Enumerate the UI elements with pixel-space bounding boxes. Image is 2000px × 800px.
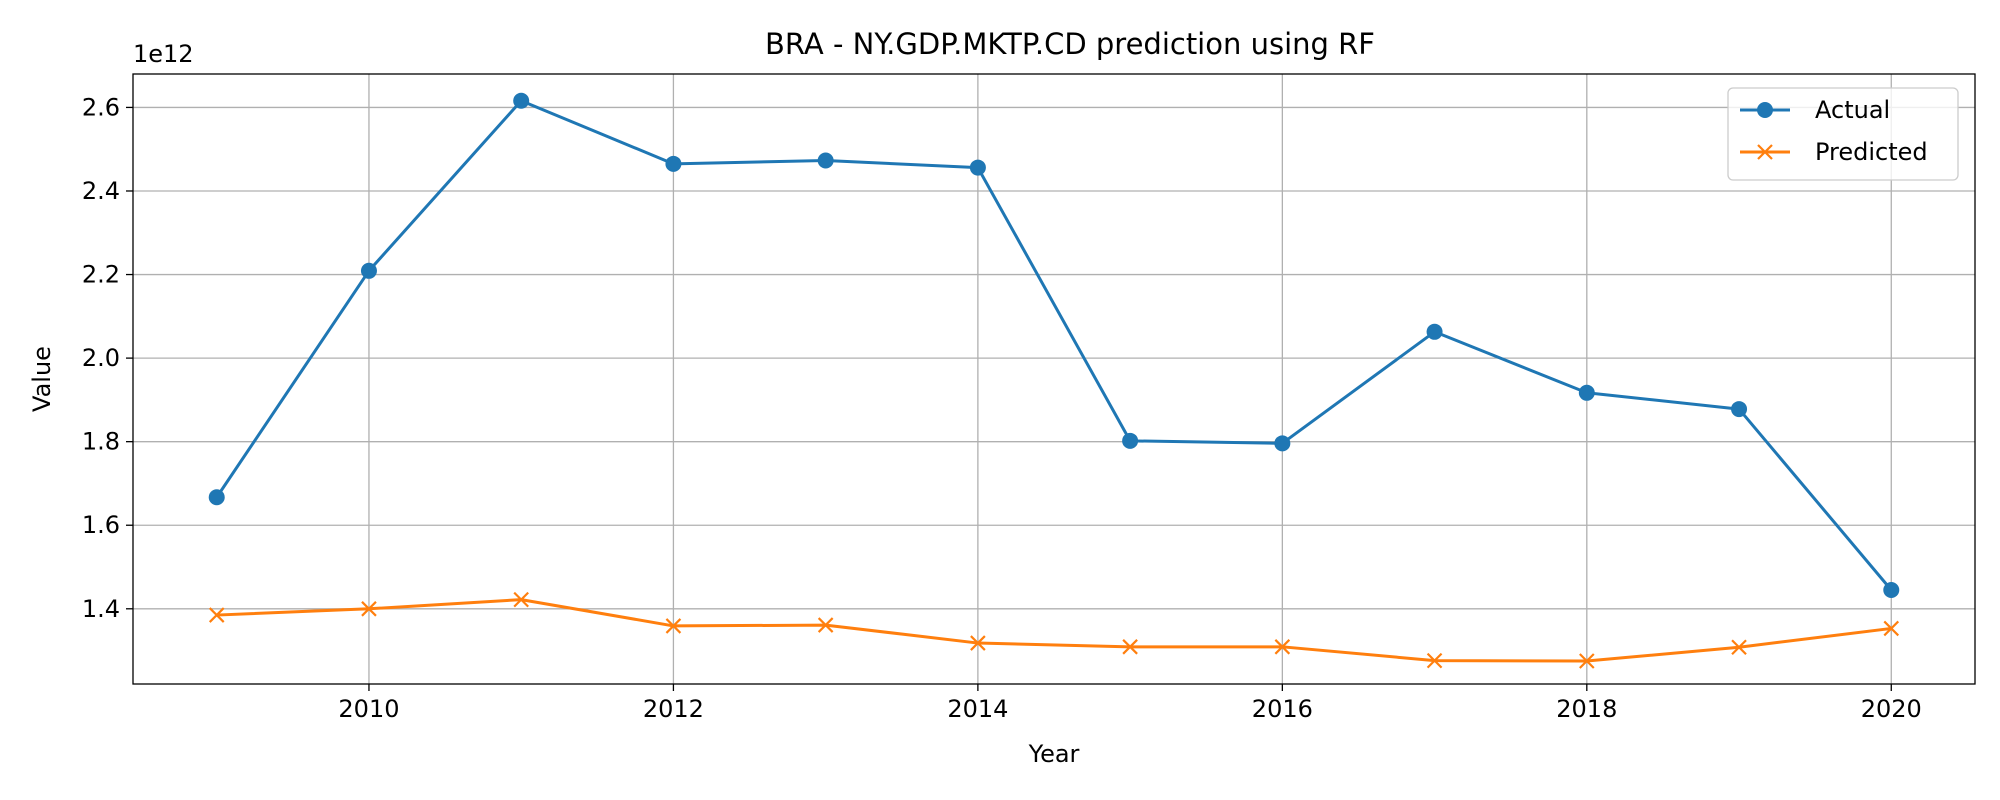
data-point-actual	[513, 92, 530, 109]
data-point-actual	[1578, 384, 1595, 401]
data-point-predicted	[1274, 639, 1291, 655]
y-tick-label: 1.6	[82, 511, 120, 539]
data-point-predicted	[665, 618, 682, 634]
legend-marker-predicted	[1757, 144, 1773, 160]
ticks: 2010 2012 2014 2016 2018 2020 1.4 1.6 1.8 2.0 2.2 2…	[82, 93, 1922, 723]
data-point-actual	[969, 159, 986, 176]
x-tick-label: 2020	[1861, 695, 1922, 723]
y-tick-label: 1.4	[82, 595, 120, 623]
legend: Actual Predicted	[1727, 87, 1959, 181]
data-point-predicted	[1731, 639, 1747, 656]
data-point-actual	[360, 262, 377, 279]
data-point-actual	[1731, 401, 1748, 418]
x-tick-label: 2018	[1556, 695, 1617, 723]
data-point-predicted	[817, 617, 834, 633]
data-point-actual	[1122, 432, 1139, 449]
data-point-predicted	[1883, 620, 1900, 637]
data-point-actual	[817, 152, 834, 169]
x-tick-label: 2010	[338, 695, 399, 723]
y-offset-label: 1e12	[133, 40, 194, 68]
series-group	[208, 92, 1900, 669]
x-tick-label: 2014	[947, 695, 1008, 723]
data-point-predicted	[513, 591, 529, 608]
series-line-actual	[215, 99, 1893, 591]
data-point-predicted	[1122, 639, 1138, 655]
data-point-actual	[208, 489, 225, 506]
data-point-predicted	[1579, 653, 1595, 669]
y-tick-label: 1.8	[82, 428, 120, 456]
data-point-predicted	[1426, 652, 1443, 669]
x-tick-label: 2016	[1252, 695, 1313, 723]
y-tick-label: 2.0	[82, 344, 120, 372]
data-point-actual	[1426, 323, 1443, 340]
chart-title: BRA - NY.GDP.MKTP.CD prediction using RF	[765, 27, 1375, 61]
x-tick-label: 2012	[643, 695, 704, 723]
legend-marker-actual	[1757, 102, 1773, 118]
data-point-predicted	[208, 607, 225, 623]
y-tick-label: 2.4	[82, 177, 120, 205]
data-point-actual	[1274, 435, 1291, 452]
data-point-predicted	[361, 601, 377, 617]
plot-frame	[132, 73, 1976, 685]
legend-label-actual: Actual	[1815, 96, 1890, 124]
data-point-actual	[1883, 581, 1900, 598]
y-axis-label: Value	[28, 346, 56, 412]
y-tick-label: 2.2	[82, 261, 120, 289]
data-point-predicted	[970, 635, 986, 651]
series-line-predicted	[216, 598, 1892, 663]
y-tick-label: 2.6	[82, 93, 120, 121]
legend-label-predicted: Predicted	[1815, 138, 1928, 166]
x-axis-label: Year	[1028, 740, 1080, 768]
data-point-actual	[665, 155, 682, 172]
